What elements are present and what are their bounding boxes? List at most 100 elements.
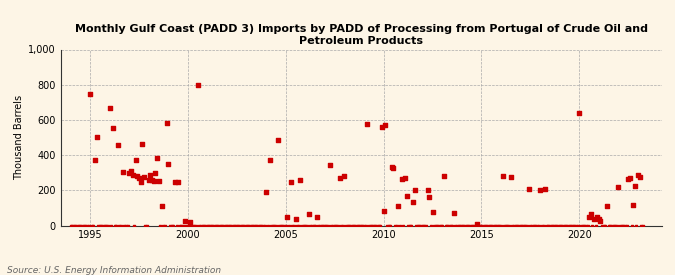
- Point: [541, 223, 552, 228]
- Point: [80, 223, 90, 228]
- Point: [335, 223, 346, 228]
- Point: [341, 223, 352, 228]
- Point: [481, 223, 492, 228]
- Point: [551, 223, 562, 228]
- Point: [533, 223, 544, 228]
- Point: [256, 223, 267, 228]
- Point: [76, 223, 87, 228]
- Point: [433, 223, 444, 228]
- Point: [78, 223, 89, 228]
- Point: [358, 223, 369, 228]
- Point: [238, 223, 248, 228]
- Point: [464, 223, 475, 228]
- Point: [592, 214, 603, 219]
- Point: [629, 184, 640, 188]
- Point: [406, 223, 417, 228]
- Point: [517, 223, 528, 228]
- Point: [197, 223, 208, 228]
- Point: [98, 223, 109, 228]
- Point: [333, 223, 344, 228]
- Point: [328, 223, 339, 228]
- Point: [576, 223, 587, 228]
- Point: [380, 123, 391, 127]
- Point: [548, 223, 559, 228]
- Point: [158, 223, 169, 228]
- Point: [338, 223, 348, 228]
- Point: [252, 223, 263, 228]
- Point: [319, 223, 330, 228]
- Point: [117, 170, 128, 174]
- Point: [181, 223, 192, 228]
- Point: [138, 175, 149, 179]
- Point: [311, 214, 322, 219]
- Point: [375, 223, 385, 228]
- Point: [209, 223, 219, 228]
- Point: [334, 176, 345, 180]
- Point: [298, 223, 309, 228]
- Point: [545, 223, 556, 228]
- Point: [529, 223, 539, 228]
- Point: [394, 223, 405, 228]
- Point: [561, 223, 572, 228]
- Point: [570, 223, 581, 228]
- Point: [587, 223, 598, 228]
- Point: [130, 157, 141, 162]
- Point: [174, 223, 185, 228]
- Point: [339, 174, 350, 178]
- Point: [261, 190, 271, 194]
- Point: [419, 223, 430, 228]
- Point: [590, 223, 601, 228]
- Point: [182, 223, 193, 228]
- Point: [91, 134, 102, 139]
- Point: [453, 223, 464, 228]
- Point: [325, 163, 335, 167]
- Point: [400, 176, 410, 180]
- Point: [230, 223, 241, 228]
- Point: [574, 111, 585, 115]
- Point: [180, 219, 190, 223]
- Point: [483, 223, 493, 228]
- Point: [458, 223, 469, 228]
- Point: [584, 214, 595, 219]
- Y-axis label: Thousand Barrels: Thousand Barrels: [14, 95, 24, 180]
- Point: [241, 223, 252, 228]
- Point: [478, 223, 489, 228]
- Point: [349, 223, 360, 228]
- Point: [344, 223, 355, 228]
- Point: [607, 223, 618, 228]
- Point: [124, 170, 134, 175]
- Point: [246, 223, 257, 228]
- Point: [220, 223, 231, 228]
- Point: [636, 223, 647, 228]
- Point: [416, 223, 427, 228]
- Point: [425, 223, 436, 228]
- Point: [243, 223, 254, 228]
- Point: [300, 223, 310, 228]
- Point: [621, 223, 632, 228]
- Point: [178, 223, 188, 228]
- Point: [326, 223, 337, 228]
- Point: [598, 223, 609, 228]
- Point: [263, 223, 273, 228]
- Point: [466, 223, 477, 228]
- Point: [269, 223, 280, 228]
- Point: [137, 141, 148, 146]
- Point: [623, 177, 634, 181]
- Point: [264, 158, 275, 163]
- Point: [95, 223, 105, 228]
- Point: [303, 212, 314, 216]
- Point: [86, 223, 97, 228]
- Point: [468, 223, 479, 228]
- Point: [556, 223, 567, 228]
- Point: [191, 223, 202, 228]
- Point: [435, 223, 446, 228]
- Point: [107, 126, 118, 130]
- Point: [74, 223, 84, 228]
- Point: [134, 176, 144, 180]
- Point: [370, 223, 381, 228]
- Point: [572, 223, 583, 228]
- Point: [520, 223, 531, 228]
- Point: [126, 169, 136, 173]
- Point: [306, 223, 317, 228]
- Point: [364, 223, 375, 228]
